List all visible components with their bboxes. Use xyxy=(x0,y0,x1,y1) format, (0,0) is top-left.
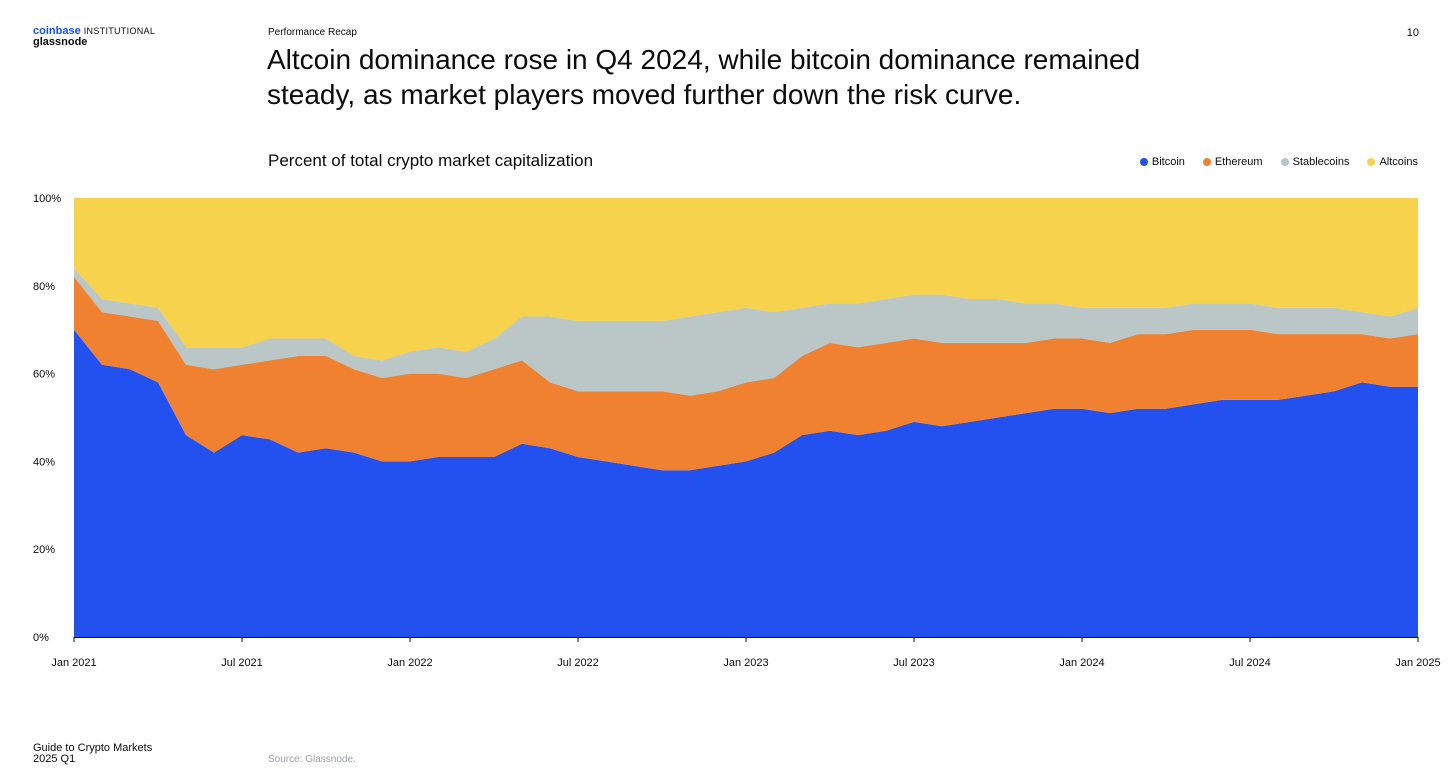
section-label: Performance Recap xyxy=(268,27,357,38)
area-altcoins xyxy=(74,198,1418,361)
legend-item-altcoins: Altcoins xyxy=(1367,156,1418,168)
legend-dot-ethereum xyxy=(1202,158,1211,166)
headline-line-2: steady, as market players moved further … xyxy=(267,79,1022,110)
glassnode-logo-text: glassnode xyxy=(33,36,88,48)
area-bitcoin xyxy=(74,329,1418,637)
y-tick-label: 80% xyxy=(33,281,55,293)
y-tick-label: 100% xyxy=(33,193,61,205)
area-ethereum xyxy=(74,277,1418,471)
chart-legend: Bitcoin Ethereum Stablecoins Altcoins xyxy=(1139,156,1418,168)
x-tick-label: Jul 2023 xyxy=(893,657,935,669)
x-tick-label: Jan 2024 xyxy=(1059,657,1104,669)
y-tick-label: 0% xyxy=(33,632,49,644)
footer-guide-line-2: 2025 Q1 xyxy=(33,753,76,765)
page-number: 10 xyxy=(1406,27,1419,39)
legend-label-stablecoins: Stablecoins xyxy=(1292,156,1350,168)
x-tick-label: Jul 2024 xyxy=(1229,657,1271,669)
x-tick-label: Jan 2023 xyxy=(723,657,768,669)
y-tick-label: 60% xyxy=(33,369,55,381)
legend-item-bitcoin: Bitcoin xyxy=(1139,156,1185,168)
x-tick-label: Jul 2022 xyxy=(557,657,599,669)
legend-label-altcoins: Altcoins xyxy=(1379,156,1418,168)
legend-item-stablecoins: Stablecoins xyxy=(1280,156,1350,168)
headline-line-1: Altcoin dominance rose in Q4 2024, while… xyxy=(267,44,1141,75)
x-tick-label: Jan 2022 xyxy=(387,657,432,669)
y-tick-label: 40% xyxy=(33,456,55,468)
footer-source: Source: Glassnode. xyxy=(268,754,356,765)
footer-guide: Guide to Crypto Markets 2025 Q1 xyxy=(33,743,152,765)
area-stablecoins xyxy=(74,268,1418,396)
legend-item-ethereum: Ethereum xyxy=(1202,156,1263,168)
y-tick-label: 20% xyxy=(33,544,55,556)
page-title: Altcoin dominance rose in Q4 2024, while… xyxy=(267,42,1267,112)
legend-dot-bitcoin xyxy=(1139,158,1148,166)
x-tick-label: Jan 2021 xyxy=(51,657,96,669)
chart-title: Percent of total crypto market capitaliz… xyxy=(268,151,594,170)
legend-label-bitcoin: Bitcoin xyxy=(1151,156,1185,168)
footer-guide-line-1: Guide to Crypto Markets xyxy=(33,742,153,754)
institutional-label: INSTITUTIONAL xyxy=(83,26,156,36)
x-tick-label: Jul 2021 xyxy=(221,657,263,669)
legend-dot-altcoins xyxy=(1367,158,1376,166)
legend-dot-stablecoins xyxy=(1280,158,1289,166)
coinbase-logo-text: coinbase xyxy=(33,25,81,37)
brand-logo: coinbase INSTITUTIONAL glassnode xyxy=(33,26,155,48)
legend-label-ethereum: Ethereum xyxy=(1214,156,1263,168)
x-tick-label: Jan 2025 xyxy=(1395,657,1440,669)
